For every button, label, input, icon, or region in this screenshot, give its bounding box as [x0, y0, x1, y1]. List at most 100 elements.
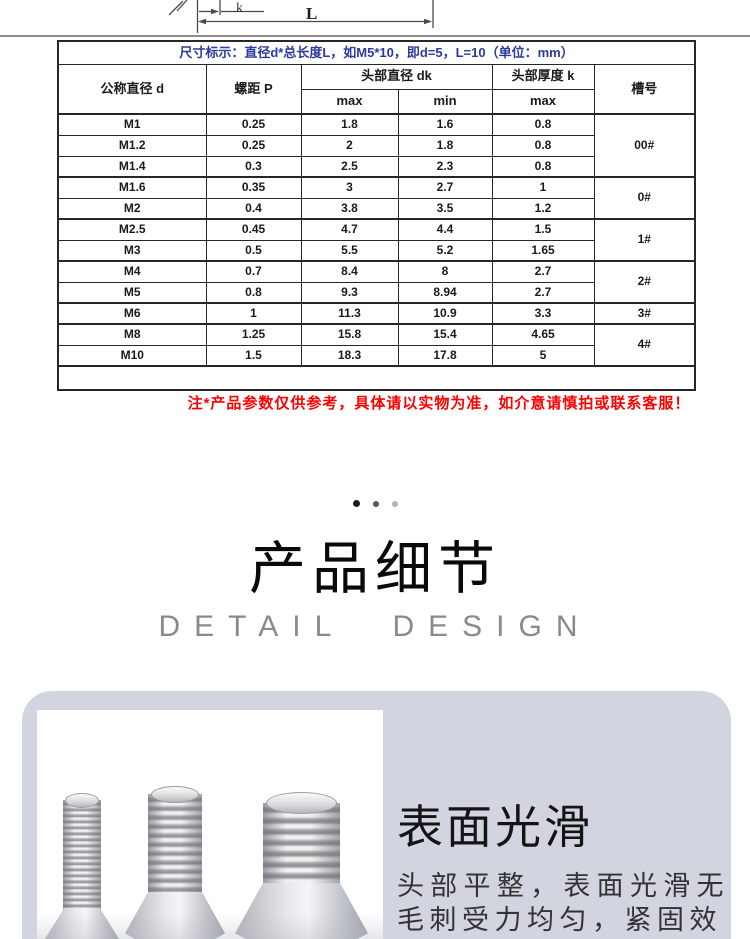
cell-dk-max: 4.7: [300, 218, 399, 241]
cell-slot: 4#: [593, 323, 696, 367]
feature-heading: 表面光滑: [397, 801, 593, 853]
header-dk-min: min: [397, 88, 493, 115]
cell-d: M1.4: [57, 155, 207, 178]
dot-icon: [352, 500, 360, 507]
cell-d: M1.6: [57, 176, 207, 199]
empty-cell: [57, 365, 696, 391]
cell-p: 1.5: [205, 344, 302, 367]
screw-medium-shaft: [148, 794, 202, 894]
header-head-thickness: 头部厚度 k: [491, 63, 595, 90]
cell-slot: 00#: [593, 113, 696, 178]
cell-p: 0.5: [205, 239, 302, 262]
cell-dk-min: 8.94: [397, 281, 493, 304]
dots-decoration: [0, 500, 750, 507]
screw-medium-tip: [151, 786, 199, 803]
section-title: 产品细节: [249, 537, 501, 601]
header-diameter: 公称直径 d: [57, 63, 207, 115]
cell-p: 0.25: [205, 113, 302, 136]
cell-k-max: 5: [491, 344, 595, 367]
table-row: M1.4 0.3 2.5 2.3 0.8: [57, 155, 695, 178]
cell-dk-max: 18.3: [300, 344, 399, 367]
cell-dk-min: 15.4: [397, 323, 493, 346]
table-row: M10 1.5 18.3 17.8 5: [57, 344, 695, 367]
screw-photo: [37, 710, 383, 939]
section-subtitle: DETAIL DESIGN: [158, 610, 592, 643]
cell-p: 0.4: [205, 197, 302, 220]
feature-description: 头部平整，表面光滑无毛刺受力均匀，紧固效: [397, 871, 729, 935]
detail-card: 表面光滑 头部平整，表面光滑无毛刺受力均匀，紧固效: [22, 691, 731, 939]
cell-dk-max: 1.8: [300, 113, 399, 136]
size-note-row: 尺寸标示：直径d*总长度L，如M5*10，即d=5，L=10（单位：mm）: [57, 40, 696, 65]
size-note: 尺寸标示：直径d*总长度L，如M5*10，即d=5，L=10（单位：mm）: [57, 40, 696, 65]
cell-dk-min: 17.8: [397, 344, 493, 367]
cell-dk-min: 3.5: [397, 197, 493, 220]
arrowhead: [211, 8, 219, 15]
screw-large-shaft: [263, 803, 340, 885]
table-row: M3 0.5 5.5 5.2 1.65: [57, 239, 695, 262]
screw-small-tip: [65, 793, 99, 808]
screw-small-shaft: [63, 800, 101, 910]
cell-p: 1.25: [205, 323, 302, 346]
cell-dk-min: 10.9: [397, 302, 493, 325]
cell-dk-max: 2: [300, 134, 399, 157]
cell-p: 0.3: [205, 155, 302, 178]
section-divider: [0, 35, 750, 37]
cell-d: M1.2: [57, 134, 207, 157]
table-row: M1 0.25 1.8 1.6 0.8 00#: [57, 113, 696, 178]
cell-k-max: 0.8: [491, 113, 595, 136]
cell-k-max: 1.65: [491, 239, 595, 262]
dot-icon: [372, 500, 379, 507]
cell-k-max: 1: [491, 176, 595, 199]
technical-drawing: k L: [168, 0, 434, 33]
screw-outline-stroke: [168, 0, 184, 16]
cell-dk-max: 3.8: [300, 197, 399, 220]
cell-p: 0.35: [205, 176, 302, 199]
cell-dk-min: 1.8: [397, 134, 493, 157]
cell-d: M3: [57, 239, 207, 262]
header-pitch: 螺距 P: [205, 63, 302, 115]
cell-dk-min: 4.4: [397, 218, 493, 241]
table-row: M1.6 0.35 3 2.7 1 0#: [57, 176, 696, 220]
screw-outline-stroke: [176, 0, 188, 12]
cell-dk-max: 15.8: [300, 323, 399, 346]
cell-p: 0.7: [205, 260, 302, 283]
cell-dk-max: 2.5: [300, 155, 399, 178]
header-slot: 槽号: [593, 63, 696, 115]
dot-icon: [391, 500, 398, 507]
table-row: M4 0.7 8.4 8 2.7 2#: [57, 260, 696, 304]
disclaimer-note: 注*产品参数仅供参考，具体请以实物为准，如介意请慎拍或联系客服！: [187, 395, 691, 412]
arrowhead: [198, 18, 206, 25]
arrowhead: [424, 18, 432, 25]
table-row: M5 0.8 9.3 8.94 2.7: [57, 281, 695, 304]
dimension-l-label: L: [306, 4, 317, 23]
cell-dk-min: 2.3: [397, 155, 493, 178]
cell-dk-min: 2.7: [397, 176, 493, 199]
table-row: M6 1 11.3 10.9 3.3 3#: [57, 302, 696, 325]
cell-slot: 0#: [593, 176, 696, 220]
cell-d: M2: [57, 197, 207, 220]
cell-dk-max: 9.3: [300, 281, 399, 304]
cell-k-max: 1.5: [491, 218, 595, 241]
cell-p: 0.45: [205, 218, 302, 241]
cell-k-max: 0.8: [491, 134, 595, 157]
cell-d: M2.5: [57, 218, 207, 241]
cell-dk-max: 8.4: [300, 260, 399, 283]
cell-k-max: 3.3: [491, 302, 595, 325]
cell-slot: 3#: [593, 302, 696, 325]
cell-d: M6: [57, 302, 207, 325]
cell-d: M8: [57, 323, 207, 346]
cell-p: 0.8: [205, 281, 302, 304]
header-head-diameter: 头部直径 dk: [300, 63, 493, 90]
cell-slot: 2#: [593, 260, 696, 304]
cell-dk-min: 8: [397, 260, 493, 283]
cell-k-max: 1.2: [491, 197, 595, 220]
cell-dk-max: 5.5: [300, 239, 399, 262]
screw-large-tip: [266, 792, 337, 814]
cell-k-max: 2.7: [491, 281, 595, 304]
header-k-max: max: [491, 88, 595, 115]
table-footer-empty-row: [57, 365, 696, 391]
cell-dk-min: 5.2: [397, 239, 493, 262]
cell-dk-min: 1.6: [397, 113, 493, 136]
cell-p: 1: [205, 302, 302, 325]
